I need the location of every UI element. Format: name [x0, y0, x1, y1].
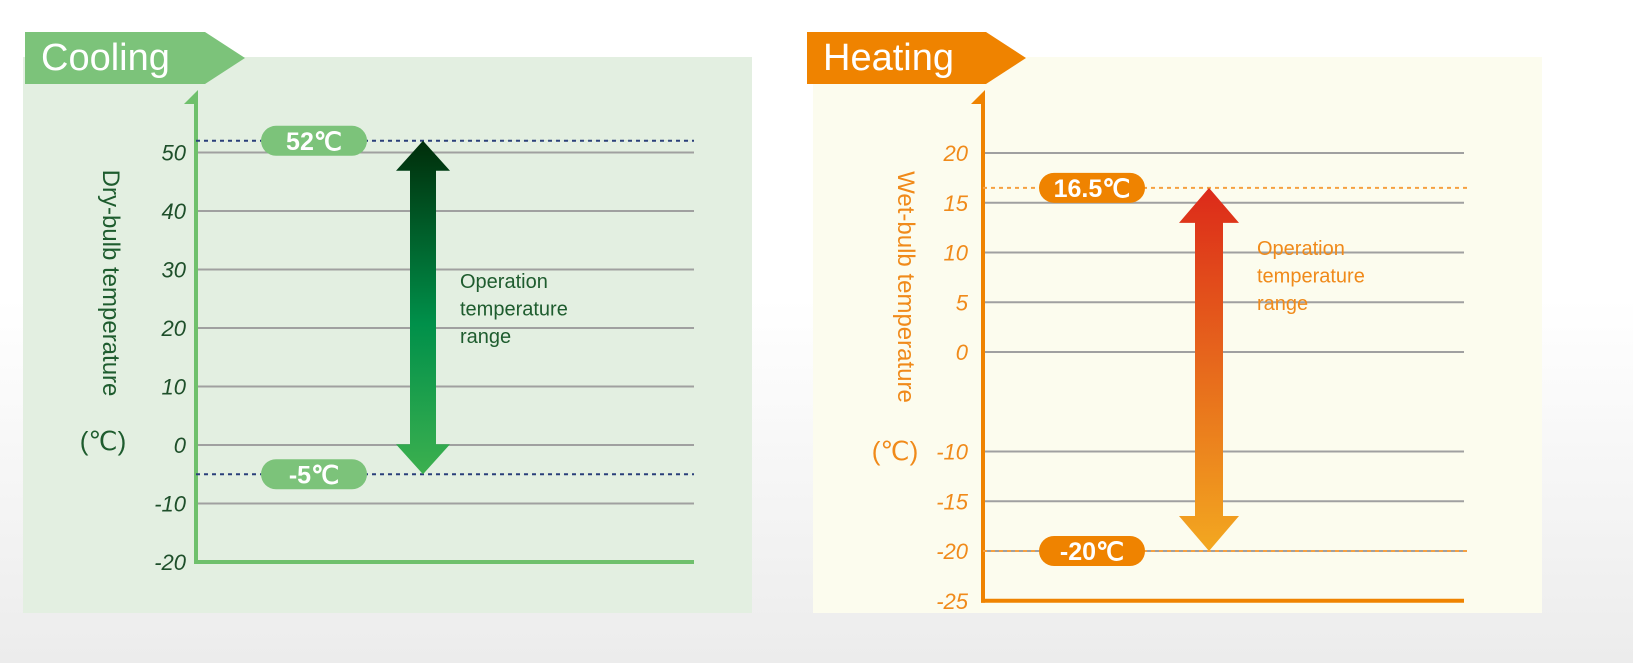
heating-title-tab — [807, 32, 1026, 84]
y-tick-label: -20 — [154, 550, 187, 575]
heating-chart-svg: Heating 20 15 10 5 0 -10 -15 -20 -25 Wet-bulb temp… — [807, 32, 1542, 614]
y-tick-label: 40 — [162, 199, 187, 224]
y-tick-label: 30 — [162, 258, 187, 283]
y-tick-label: -20 — [936, 539, 969, 564]
y-axis-arrow-icon — [184, 90, 198, 104]
y-tick-label: 0 — [174, 433, 187, 458]
range-max-label: 52℃ — [286, 128, 342, 156]
annotation-line: range — [460, 326, 511, 348]
y-tick-label: -25 — [936, 589, 969, 614]
range-min-pill — [1039, 536, 1145, 566]
cooling-title-tab — [25, 32, 245, 84]
cooling-panel-background — [23, 57, 752, 613]
range-min-label: -5℃ — [289, 461, 339, 489]
range-max-pill — [261, 125, 367, 156]
y-tick-label: -10 — [154, 492, 187, 517]
annotation-line: Operation — [1257, 238, 1345, 260]
annotation-line: range — [1257, 293, 1308, 315]
annotation-line: temperature — [460, 299, 568, 321]
range-arrow — [1179, 187, 1239, 551]
range-max-pill — [1039, 172, 1145, 203]
heating-chart: Heating 20 15 10 5 0 -10 -15 -20 -25 Wet-bulb temp… — [807, 0, 1633, 663]
y-tick-label: 15 — [944, 191, 969, 216]
y-tick-label: 20 — [943, 141, 969, 166]
y-tick-label: -10 — [936, 440, 969, 465]
range-min-pill — [261, 459, 367, 490]
y-tick-label: -15 — [936, 489, 969, 514]
y-axis-label: Wet-bulb temperature — [892, 171, 919, 403]
range-min-label: -20℃ — [1060, 538, 1124, 566]
y-tick-label: 0 — [956, 340, 969, 365]
y-tick-label: 10 — [162, 375, 187, 400]
cooling-chart: Cooling 50 40 30 20 10 0 -10 -20 Dry-bulb tempera… — [0, 0, 800, 663]
annotation-line: Operation — [460, 271, 548, 293]
y-axis-unit: (℃) — [872, 436, 919, 466]
heating-panel-background — [813, 57, 1542, 613]
y-tick-label: 50 — [162, 141, 187, 166]
chart-title: Heating — [823, 37, 954, 79]
range-max-label: 16.5℃ — [1054, 175, 1131, 203]
y-axis-label: Dry-bulb temperature — [97, 170, 124, 397]
y-tick-label: 5 — [956, 290, 969, 315]
cooling-chart-svg: Cooling 50 40 30 20 10 0 -10 -20 Dry-bulb tempera… — [23, 32, 752, 613]
range-arrow — [396, 140, 450, 475]
y-axis-arrow-icon — [971, 90, 985, 104]
y-tick-label: 20 — [161, 316, 187, 341]
y-tick-label: 10 — [944, 241, 969, 266]
chart-title: Cooling — [41, 37, 170, 79]
y-axis-unit: (℃) — [80, 426, 127, 456]
annotation-line: temperature — [1257, 266, 1365, 288]
